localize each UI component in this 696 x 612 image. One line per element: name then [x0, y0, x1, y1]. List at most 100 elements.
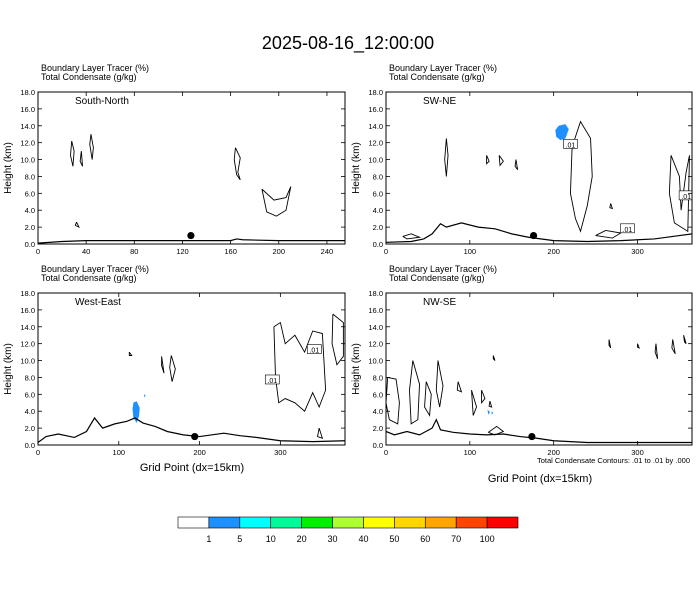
svg-text:.01: .01: [309, 348, 319, 355]
panels-layer: Boundary Layer Tracer (%)Total Condensat…: [3, 63, 693, 457]
condensate-contour-5: [74, 221, 80, 229]
y-tick-label: 6.0: [25, 390, 35, 399]
x-tick-label: 160: [224, 247, 237, 256]
location-marker: [187, 231, 195, 240]
condensate-contour-11: [654, 343, 659, 360]
colorbar-label: 50: [389, 534, 399, 544]
condensate-contour-3: [435, 360, 444, 408]
x-tick-label: 300: [631, 247, 644, 256]
y-tick-label: 2.0: [25, 424, 35, 433]
y-tick-label: 4.0: [25, 407, 35, 416]
condensate-contour-0: [161, 356, 165, 374]
panel-name: South-North: [75, 96, 129, 107]
colorbar-label: 70: [451, 534, 461, 544]
y-tick-label: 18.0: [20, 88, 35, 97]
y-tick-label: 14.0: [20, 323, 35, 332]
condensate-contour-8: [595, 230, 623, 239]
condensate-contour-1: [169, 355, 176, 382]
colorbar-swatch-10: [486, 516, 519, 529]
panel-header-line1: Boundary Layer Tracer (%): [41, 63, 149, 73]
plot-area: [38, 134, 345, 244]
panel-west-east: Boundary Layer Tracer (%)Total Condensat…: [3, 264, 346, 457]
panel-header-line2: Total Condensate (g/kg): [41, 72, 137, 82]
panel-name: SW-NE: [423, 96, 456, 107]
y-tick-label: 8.0: [25, 373, 35, 382]
svg-text:.01: .01: [623, 227, 633, 234]
colorbar: 1 5 10 20 30 40 50 60 70 100: [177, 516, 519, 544]
y-tick-label: 8.0: [373, 172, 383, 181]
y-tick-label: 0.0: [373, 441, 383, 450]
panel-nw-se: Boundary Layer Tracer (%)Total Condensat…: [351, 264, 693, 457]
y-tick-label: 18.0: [368, 88, 383, 97]
condensate-contour-2: [128, 351, 133, 356]
panel-header-line1: Boundary Layer Tracer (%): [41, 264, 149, 274]
condensate-contour-0: [444, 138, 449, 177]
x-tick-label: 40: [82, 247, 90, 256]
condensate-contour-8: [471, 389, 478, 416]
tracer-patch-0: [132, 401, 140, 424]
colorbar-swatch-3: [270, 516, 302, 529]
colorbar-swatch-0: [177, 516, 210, 529]
y-tick-label: 12.0: [368, 139, 383, 148]
condensate-contour-5: [481, 389, 486, 405]
condensate-contour-3: [273, 321, 327, 412]
contour-label-0: .01: [306, 344, 322, 355]
condensate-contour-2: [424, 381, 432, 417]
y-tick-label: 0.0: [373, 240, 383, 249]
terrain-line: [38, 416, 345, 443]
condensate-contour-0: [386, 377, 400, 425]
x-tick-label: 0: [384, 247, 388, 256]
terrain-line: [38, 238, 345, 244]
y-tick-label: 14.0: [368, 122, 383, 131]
panel-header-line1: Boundary Layer Tracer (%): [389, 264, 497, 274]
svg-text:.01: .01: [566, 142, 576, 149]
condensate-contour-4: [569, 120, 593, 233]
y-tick-label: 16.0: [368, 306, 383, 315]
x-tick-label: 80: [130, 247, 138, 256]
plot-area: .01 .01 .01: [386, 120, 692, 243]
condensate-contour-4: [331, 313, 344, 366]
condensate-contour-2: [498, 155, 504, 167]
terrain-line: [386, 418, 692, 444]
y-tick-label: 12.0: [20, 139, 35, 148]
plot-frame: [385, 91, 693, 245]
x-tick-label: 240: [321, 247, 334, 256]
y-tick-label: 14.0: [20, 122, 35, 131]
condensate-contour-7: [402, 233, 422, 240]
location-marker: [528, 432, 536, 441]
y-tick-label: 8.0: [373, 373, 383, 382]
location-marker: [529, 231, 538, 240]
colorbar-label: 30: [328, 534, 338, 544]
panel-header-line2: Total Condensate (g/kg): [389, 273, 485, 283]
colorbar-label: 1: [206, 534, 211, 544]
y-tick-label: 4.0: [373, 407, 383, 416]
y-tick-label: 16.0: [20, 306, 35, 315]
y-tick-label: 12.0: [20, 340, 35, 349]
colorbar-swatch-6: [363, 516, 395, 529]
plot-frame: [37, 292, 346, 446]
terrain-line: [386, 222, 692, 243]
plot-area: .01 .01: [38, 313, 345, 443]
y-tick-label: 10.0: [368, 357, 383, 366]
condensate-contour-4: [261, 186, 292, 217]
svg-text:.01: .01: [267, 378, 277, 385]
colorbar-swatch-9: [455, 516, 488, 529]
condensate-contour-5: [609, 203, 614, 210]
plot-frame: [385, 292, 693, 446]
x-tick-label: 200: [547, 247, 560, 256]
x-tick-label: 120: [176, 247, 189, 256]
panel-sw-ne: Boundary Layer Tracer (%)Total Condensat…: [351, 63, 693, 256]
colorbar-swatch-1: [208, 516, 241, 529]
x-tick-label: 0: [36, 448, 40, 457]
condensate-contour-4: [456, 381, 463, 393]
y-tick-label: 16.0: [368, 105, 383, 114]
colorbar-label: 100: [480, 534, 495, 544]
colorbar-swatch-8: [424, 516, 457, 529]
y-tick-label: 2.0: [373, 424, 383, 433]
condensate-contour-5: [317, 427, 324, 439]
colorbar-swatch-5: [332, 516, 364, 529]
x-tick-label: 0: [384, 448, 388, 457]
plot-area: [386, 335, 692, 444]
x-tick-label: 100: [464, 247, 477, 256]
